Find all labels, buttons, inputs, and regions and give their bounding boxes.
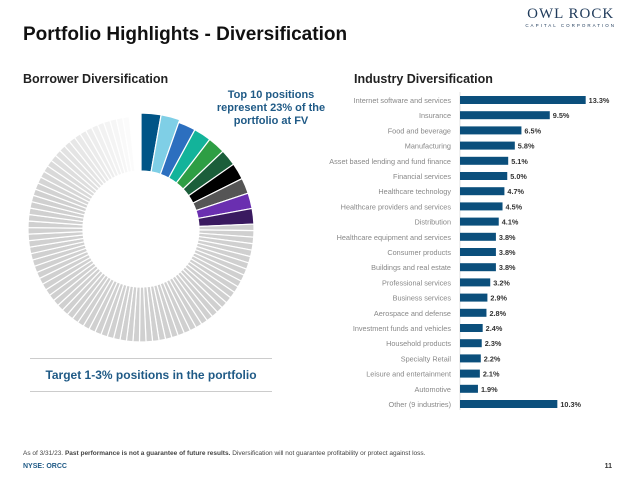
value-label: 9.5%	[553, 111, 570, 120]
value-label: 3.8%	[499, 248, 516, 257]
value-label: 5.1%	[511, 157, 528, 166]
category-label: Leisure and entertainment	[366, 370, 451, 379]
value-label: 5.8%	[518, 142, 535, 151]
category-label: Healthcare technology	[378, 187, 451, 196]
category-label: Food and beverage	[388, 126, 451, 135]
industry-bar	[460, 96, 586, 104]
category-label: Professional services	[382, 278, 451, 287]
target-text: Target 1-3% positions in the portfolio	[30, 358, 272, 392]
industry-bar	[460, 111, 550, 120]
industry-bar	[460, 263, 496, 272]
value-label: 3.8%	[499, 263, 516, 272]
industry-bar	[460, 232, 496, 241]
category-label: Household products	[386, 339, 451, 348]
value-label: 3.8%	[499, 233, 516, 242]
category-label: Specialty Retail	[401, 354, 452, 363]
value-label: 2.3%	[485, 339, 502, 348]
page-number: 11	[604, 463, 612, 470]
value-label: 2.4%	[486, 324, 503, 333]
category-label: Asset based lending and fund finance	[329, 157, 451, 166]
category-label: Other (9 industries)	[389, 400, 451, 409]
footer-disclaimer: As of 3/31/23. Past performance is not a…	[23, 450, 425, 457]
value-label: 2.9%	[490, 294, 507, 303]
borrower-title: Borrower Diversification	[23, 72, 169, 86]
category-label: Financial services	[393, 172, 451, 181]
other-position-segment	[121, 115, 136, 173]
value-label: 4.5%	[506, 202, 523, 211]
owl-rock-logo: OWL ROCK CAPITAL CORPORATION	[525, 6, 616, 28]
logo-line2: CAPITAL CORPORATION	[525, 23, 616, 28]
industry-bar	[460, 172, 508, 180]
industry-bar	[460, 308, 487, 317]
industry-bar	[460, 141, 515, 150]
category-label: Automotive	[414, 385, 451, 394]
top10-callout: Top 10 positions represent 23% of the po…	[216, 89, 326, 127]
industry-bar	[460, 217, 499, 226]
ticker: NYSE: ORCC	[23, 463, 67, 470]
borrower-donut	[27, 112, 255, 343]
category-label: Business services	[393, 294, 452, 303]
industry-bar	[460, 293, 488, 302]
value-label: 4.1%	[502, 218, 519, 227]
industry-bar	[460, 156, 509, 165]
category-label: Internet software and services	[354, 96, 452, 105]
value-label: 2.8%	[489, 309, 506, 318]
category-label: Aerospace and defense	[374, 309, 451, 318]
category-label: Insurance	[419, 111, 451, 120]
category-label: Consumer products	[387, 248, 451, 257]
value-label: 2.1%	[483, 370, 500, 379]
category-label: Healthcare providers and services	[341, 202, 452, 211]
as-of: As of 3/31/23.	[23, 450, 64, 457]
logo-line1: OWL ROCK	[527, 6, 615, 22]
industry-bar	[460, 202, 503, 211]
category-label: Buildings and real estate	[371, 263, 451, 272]
value-label: 13.3%	[589, 96, 610, 105]
value-label: 1.9%	[481, 385, 498, 394]
industry-bar	[460, 354, 481, 363]
industry-bar	[460, 248, 496, 256]
value-label: 3.2%	[493, 278, 510, 287]
category-label: Investment funds and vehicles	[353, 324, 452, 333]
industry-title: Industry Diversification	[354, 72, 493, 86]
category-label: Healthcare equipment and services	[337, 233, 452, 242]
industry-bar	[460, 324, 483, 332]
page-title: Portfolio Highlights - Diversification	[23, 24, 348, 45]
value-label: 10.3%	[560, 400, 581, 409]
value-label: 5.0%	[510, 172, 527, 181]
value-label: 6.5%	[524, 126, 541, 135]
industry-bar	[460, 278, 491, 287]
category-label: Manufacturing	[405, 142, 451, 151]
industry-bar	[460, 400, 558, 408]
value-label: 4.7%	[507, 187, 524, 196]
industry-bar	[460, 187, 505, 196]
value-label: 2.2%	[484, 354, 501, 363]
industry-bar-chart: Internet software and services 13.3% Insur…	[329, 92, 610, 410]
category-label: Distribution	[415, 218, 452, 227]
industry-bar	[460, 339, 482, 348]
disclaimer-rest: Diversification will not guarantee profi…	[232, 450, 426, 457]
industry-bar	[460, 384, 478, 393]
industry-bar	[460, 126, 522, 135]
industry-bar	[460, 369, 480, 378]
disclaimer-bold: Past performance is not a guarantee of f…	[64, 450, 231, 457]
